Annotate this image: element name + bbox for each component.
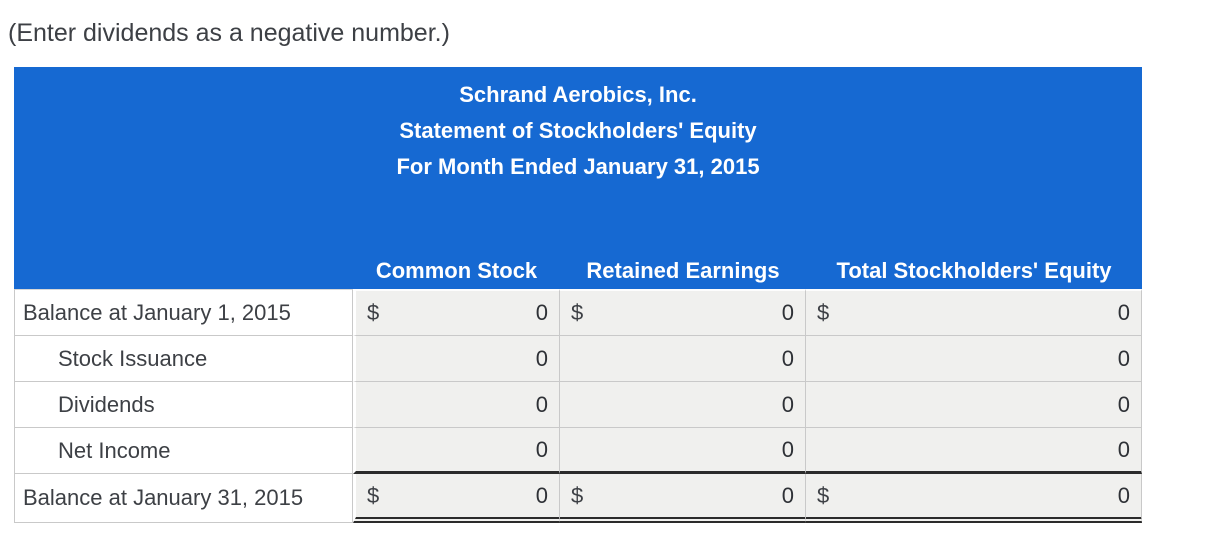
cell-value: 0 (781, 482, 794, 508)
input-cell-total-equity-dividends[interactable]: 0 (806, 382, 1143, 428)
statement-period: For Month Ended January 31, 2015 (396, 154, 760, 179)
dollar-sign: $ (817, 300, 830, 325)
cell-value: 0 (1117, 345, 1131, 371)
table-row-balance-jan-31: Balance at January 31, 2015 $ 0 $ 0 $ 0 (14, 474, 1143, 523)
row-label-dividends: Dividends (14, 382, 353, 428)
table-row-net-income: Net Income 0 0 0 (14, 428, 1143, 474)
cell-value: 0 (781, 391, 794, 417)
dollar-sign: $ (817, 482, 830, 508)
input-cell-retained-earnings-stock-issuance[interactable]: 0 (560, 336, 806, 382)
column-header-row: Common Stock Retained Earnings Total Sto… (14, 256, 1143, 289)
input-cell-common-stock-net-income[interactable]: 0 (353, 428, 560, 474)
input-cell-common-stock-dividends[interactable]: 0 (353, 382, 560, 428)
cell-value: 0 (535, 300, 548, 325)
table-row-balance-jan-1: Balance at January 1, 2015 $ 0 $ 0 $ 0 (14, 289, 1143, 336)
cell-value: 0 (535, 436, 548, 462)
dollar-sign: $ (571, 300, 584, 325)
cell-value: 0 (1117, 391, 1131, 417)
cell-value: 0 (781, 436, 794, 462)
stockholders-equity-statement-table: Schrand Aerobics, Inc. Statement of Stoc… (14, 67, 1143, 523)
statement-title: Statement of Stockholders' Equity (399, 118, 757, 143)
table-row-stock-issuance: Stock Issuance 0 0 0 (14, 336, 1143, 382)
cell-value: 0 (535, 391, 548, 417)
statement-title-row: Schrand Aerobics, Inc. Statement of Stoc… (14, 67, 1143, 256)
row-label-stock-issuance: Stock Issuance (14, 336, 353, 382)
row-label-balance-jan-1: Balance at January 1, 2015 (14, 289, 353, 336)
input-cell-retained-earnings-dividends[interactable]: 0 (560, 382, 806, 428)
dollar-sign: $ (367, 300, 380, 325)
column-header-total-stockholders-equity: Total Stockholders' Equity (806, 256, 1143, 289)
cell-value: 0 (781, 345, 794, 371)
cell-value: 0 (1117, 436, 1131, 462)
cell-value: 0 (1117, 482, 1131, 508)
dollar-sign: $ (571, 482, 584, 508)
row-label-balance-jan-31: Balance at January 31, 2015 (14, 474, 353, 523)
column-header-retained-earnings: Retained Earnings (560, 256, 806, 289)
instruction-note: (Enter dividends as a negative number.) (8, 19, 450, 47)
row-label-column-header (14, 256, 353, 289)
statement-header: Schrand Aerobics, Inc. Statement of Stoc… (14, 67, 1143, 256)
input-cell-total-equity-ending-balance[interactable]: $ 0 (806, 474, 1143, 523)
input-cell-common-stock-stock-issuance[interactable]: 0 (353, 336, 560, 382)
input-cell-total-equity-net-income[interactable]: 0 (806, 428, 1143, 474)
cell-value: 0 (781, 300, 794, 325)
input-cell-common-stock-beginning-balance[interactable]: $ 0 (353, 289, 560, 336)
column-header-common-stock: Common Stock (353, 256, 560, 289)
input-cell-retained-earnings-net-income[interactable]: 0 (560, 428, 806, 474)
input-cell-retained-earnings-ending-balance[interactable]: $ 0 (560, 474, 806, 523)
row-label-net-income: Net Income (14, 428, 353, 474)
company-name: Schrand Aerobics, Inc. (459, 82, 697, 107)
input-cell-total-equity-stock-issuance[interactable]: 0 (806, 336, 1143, 382)
dollar-sign: $ (367, 482, 380, 508)
cell-value: 0 (1117, 300, 1131, 325)
table-row-dividends: Dividends 0 0 0 (14, 382, 1143, 428)
cell-value: 0 (535, 482, 548, 508)
cell-value: 0 (535, 345, 548, 371)
input-cell-retained-earnings-beginning-balance[interactable]: $ 0 (560, 289, 806, 336)
input-cell-common-stock-ending-balance[interactable]: $ 0 (353, 474, 560, 523)
input-cell-total-equity-beginning-balance[interactable]: $ 0 (806, 289, 1143, 336)
